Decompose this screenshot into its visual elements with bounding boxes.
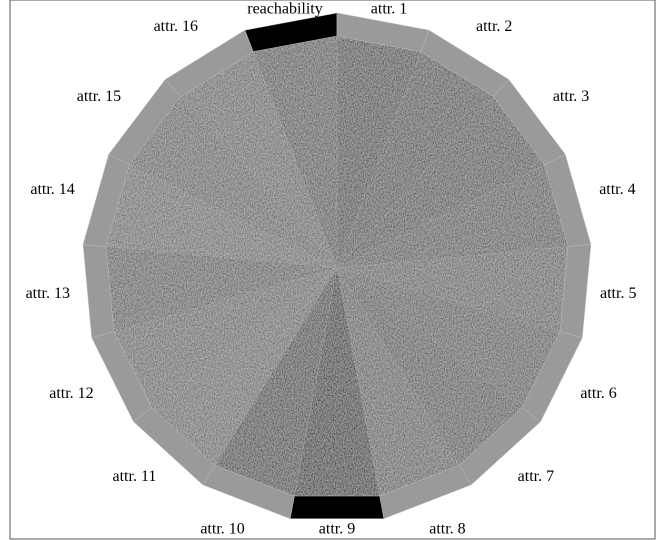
segment-label: attr. 6 [580, 385, 616, 402]
segment-label: attr. 15 [77, 88, 121, 105]
segment-label: attr. 3 [553, 88, 589, 105]
segment-label: attr. 7 [518, 468, 554, 485]
segment-label: attr. 16 [154, 18, 198, 35]
segment-label: attr. 5 [600, 285, 636, 302]
segment-label: attr. 1 [371, 1, 407, 18]
segment-label: attr. 11 [113, 468, 157, 485]
segment-outer-band [289, 495, 385, 519]
segment-label: attr. 9 [319, 521, 355, 538]
segments [82, 12, 592, 520]
segment-label: reachability [247, 1, 323, 18]
segment-outer-band [164, 29, 254, 97]
segment-label: attr. 12 [49, 385, 93, 402]
segment-label: attr. 2 [476, 18, 512, 35]
segment-label: attr. 10 [200, 521, 244, 538]
segment-label: attr. 14 [30, 181, 74, 198]
frame [9, 0, 656, 540]
segment-label: attr. 4 [599, 181, 635, 198]
segment-label: attr. 13 [26, 285, 70, 302]
segment-labels: reachability attr. 1 attr. 2 attr. 3 attr. 4… [26, 1, 637, 538]
segment-label: attr. 8 [429, 521, 465, 538]
